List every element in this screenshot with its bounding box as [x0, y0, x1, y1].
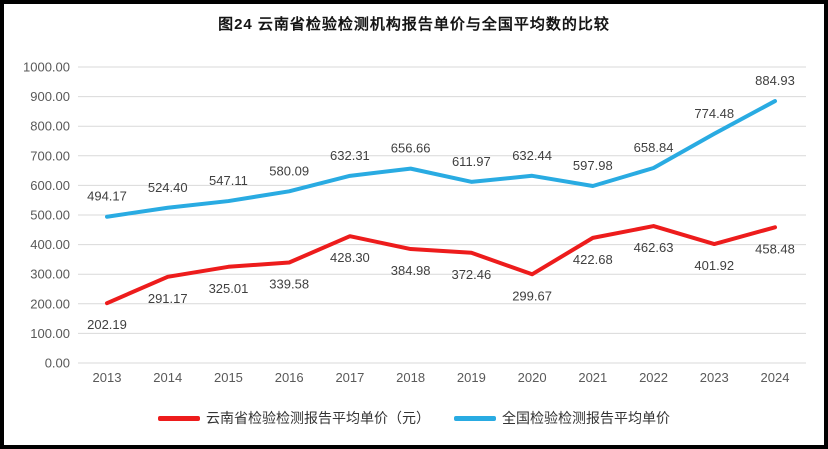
y-tick-label: 1000.00: [23, 60, 70, 75]
y-tick-label: 500.00: [30, 208, 70, 223]
y-tick-label: 600.00: [30, 178, 70, 193]
data-label: 580.09: [269, 163, 309, 178]
y-tick-label: 100.00: [30, 326, 70, 341]
data-label: 422.68: [573, 252, 613, 267]
data-label: 658.84: [634, 140, 674, 155]
series-line-0: [105, 224, 777, 306]
data-label: 774.48: [694, 106, 734, 121]
data-label: 458.48: [755, 241, 795, 256]
x-tick-label: 2015: [214, 370, 243, 385]
data-label: 524.40: [148, 180, 188, 195]
x-tick-label: 2020: [518, 370, 547, 385]
x-tick-label: 2016: [275, 370, 304, 385]
y-tick-label: 700.00: [30, 148, 70, 163]
y-tick-label: 300.00: [30, 267, 70, 282]
data-label: 632.31: [330, 148, 370, 163]
data-label: 656.66: [391, 141, 431, 156]
data-label: 884.93: [755, 73, 795, 88]
data-label: 372.46: [451, 267, 491, 282]
data-label: 428.30: [330, 250, 370, 265]
data-label: 401.92: [694, 258, 734, 273]
chart-legend: 云南省检验检测报告平均单价（元） 全国检验检测报告平均单价: [4, 408, 824, 428]
data-label: 299.67: [512, 288, 552, 303]
x-tick-label: 2018: [396, 370, 425, 385]
x-tick-label: 2019: [457, 370, 486, 385]
data-label: 462.63: [634, 240, 674, 255]
data-label: 547.11: [209, 173, 248, 188]
data-label: 325.01: [209, 281, 249, 296]
legend-line-swatch-blue: [454, 415, 496, 421]
legend-item-national: 全国检验检测报告平均单价: [454, 408, 670, 428]
x-tick-label: 2013: [93, 370, 122, 385]
data-label: 494.17: [87, 189, 127, 204]
y-tick-label: 900.00: [30, 89, 70, 104]
y-tick-label: 200.00: [30, 296, 70, 311]
legend-line-swatch-red: [158, 415, 200, 421]
x-tick-label: 2017: [335, 370, 364, 385]
data-label: 384.98: [391, 263, 431, 278]
x-tick-label: 2022: [639, 370, 668, 385]
x-tick-label: 2014: [153, 370, 182, 385]
legend-label-yunnan: 云南省检验检测报告平均单价（元）: [206, 410, 430, 426]
legend-item-yunnan: 云南省检验检测报告平均单价（元）: [158, 408, 430, 428]
series-line-1: [105, 99, 777, 219]
x-tick-label: 2023: [700, 370, 729, 385]
data-label: 611.97: [452, 154, 491, 169]
y-tick-label: 0.00: [45, 356, 70, 371]
data-label: 339.58: [269, 276, 309, 291]
data-label: 597.98: [573, 158, 613, 173]
data-label: 291.17: [148, 291, 188, 306]
line-chart-canvas: 0.00 100.00 200.00 300.00 400.00 500.00 600.00…: [23, 60, 806, 385]
x-tick-label: 2024: [761, 370, 790, 385]
chart-title: 图24 云南省检验检测机构报告单价与全国平均数的比较: [218, 16, 610, 33]
y-tick-label: 400.00: [30, 237, 70, 252]
data-label: 202.19: [87, 317, 127, 332]
legend-label-national: 全国检验检测报告平均单价: [502, 410, 670, 426]
data-label: 632.44: [512, 148, 552, 163]
x-tick-label: 2021: [578, 370, 607, 385]
y-tick-label: 800.00: [30, 119, 70, 134]
